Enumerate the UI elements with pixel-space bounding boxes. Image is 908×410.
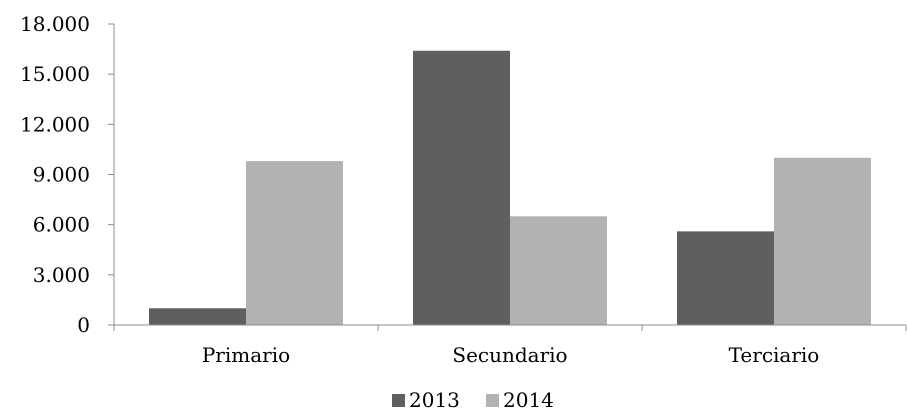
x-category-label: Terciario — [729, 343, 820, 367]
bar-2013-secundario — [413, 50, 510, 325]
y-tick-label: 0 — [77, 313, 90, 337]
bar-2014-primario — [246, 161, 343, 325]
x-category-label: Primario — [202, 343, 290, 367]
y-tick-label: 15.000 — [20, 62, 90, 86]
bars — [149, 50, 871, 325]
y-tick-label: 6.000 — [33, 213, 90, 237]
legend: 2013 2014 — [392, 388, 554, 410]
bar-2014-terciario — [774, 157, 871, 325]
y-tick-label: 9.000 — [33, 163, 90, 187]
y-tick-label: 18.000 — [20, 12, 90, 36]
legend-swatch-2014 — [486, 394, 499, 407]
x-axis: Primario Secundario Terciario — [113, 324, 907, 367]
bar-2013-terciario — [677, 231, 774, 325]
bar-2014-secundario — [510, 216, 607, 325]
legend-label-2014: 2014 — [503, 388, 554, 410]
legend-label-2013: 2013 — [409, 388, 460, 410]
y-tick-label: 3.000 — [33, 263, 90, 287]
y-axis: 0 3.000 6.000 9.000 12.000 15.000 18.000 — [20, 12, 115, 337]
legend-swatch-2013 — [392, 394, 405, 407]
y-tick-label: 12.000 — [20, 112, 90, 136]
bar-2013-primario — [149, 308, 246, 325]
x-category-label: Secundario — [452, 343, 567, 367]
